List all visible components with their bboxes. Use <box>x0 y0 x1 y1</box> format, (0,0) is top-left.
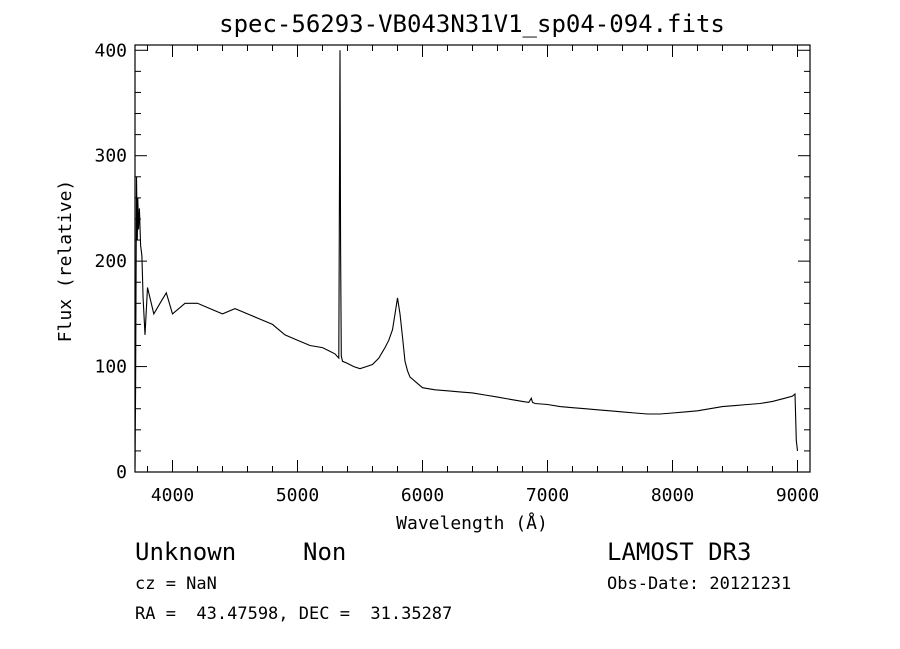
x-tick-label: 5000 <box>276 485 319 506</box>
x-tick-label: 7000 <box>526 485 569 506</box>
y-tick-label: 300 <box>94 146 127 167</box>
object-subclass: Non <box>303 538 347 566</box>
y-axis-label: Flux (relative) <box>55 180 76 343</box>
coordinates: RA = 43.47598, DEC = 31.35287 <box>135 604 453 624</box>
obs-date: Obs-Date: 20121231 <box>607 574 792 594</box>
redshift-cz: cz = NaN <box>135 574 217 594</box>
x-tick-label: 9000 <box>776 485 819 506</box>
flux-series-line <box>134 50 799 467</box>
x-tick-label: 6000 <box>401 485 444 506</box>
axis-ticks <box>135 45 810 473</box>
survey-name: LAMOST DR3 <box>607 538 752 566</box>
y-tick-label: 0 <box>116 462 127 483</box>
chart-title: spec-56293-VB043N31V1_sp04-094.fits <box>219 10 725 38</box>
y-tick-label: 400 <box>94 40 127 61</box>
plot-frame <box>134 44 811 473</box>
axis-tick-labels: 4000 5000 6000 7000 8000 9000 0 100 200 300 400 <box>94 40 819 506</box>
y-tick-label: 200 <box>94 251 127 272</box>
x-tick-label: 8000 <box>651 485 694 506</box>
x-tick-label: 4000 <box>151 485 194 506</box>
x-axis-label: Wavelength (Å) <box>396 512 548 534</box>
object-class: Unknown <box>135 538 237 566</box>
y-tick-label: 100 <box>94 357 127 378</box>
